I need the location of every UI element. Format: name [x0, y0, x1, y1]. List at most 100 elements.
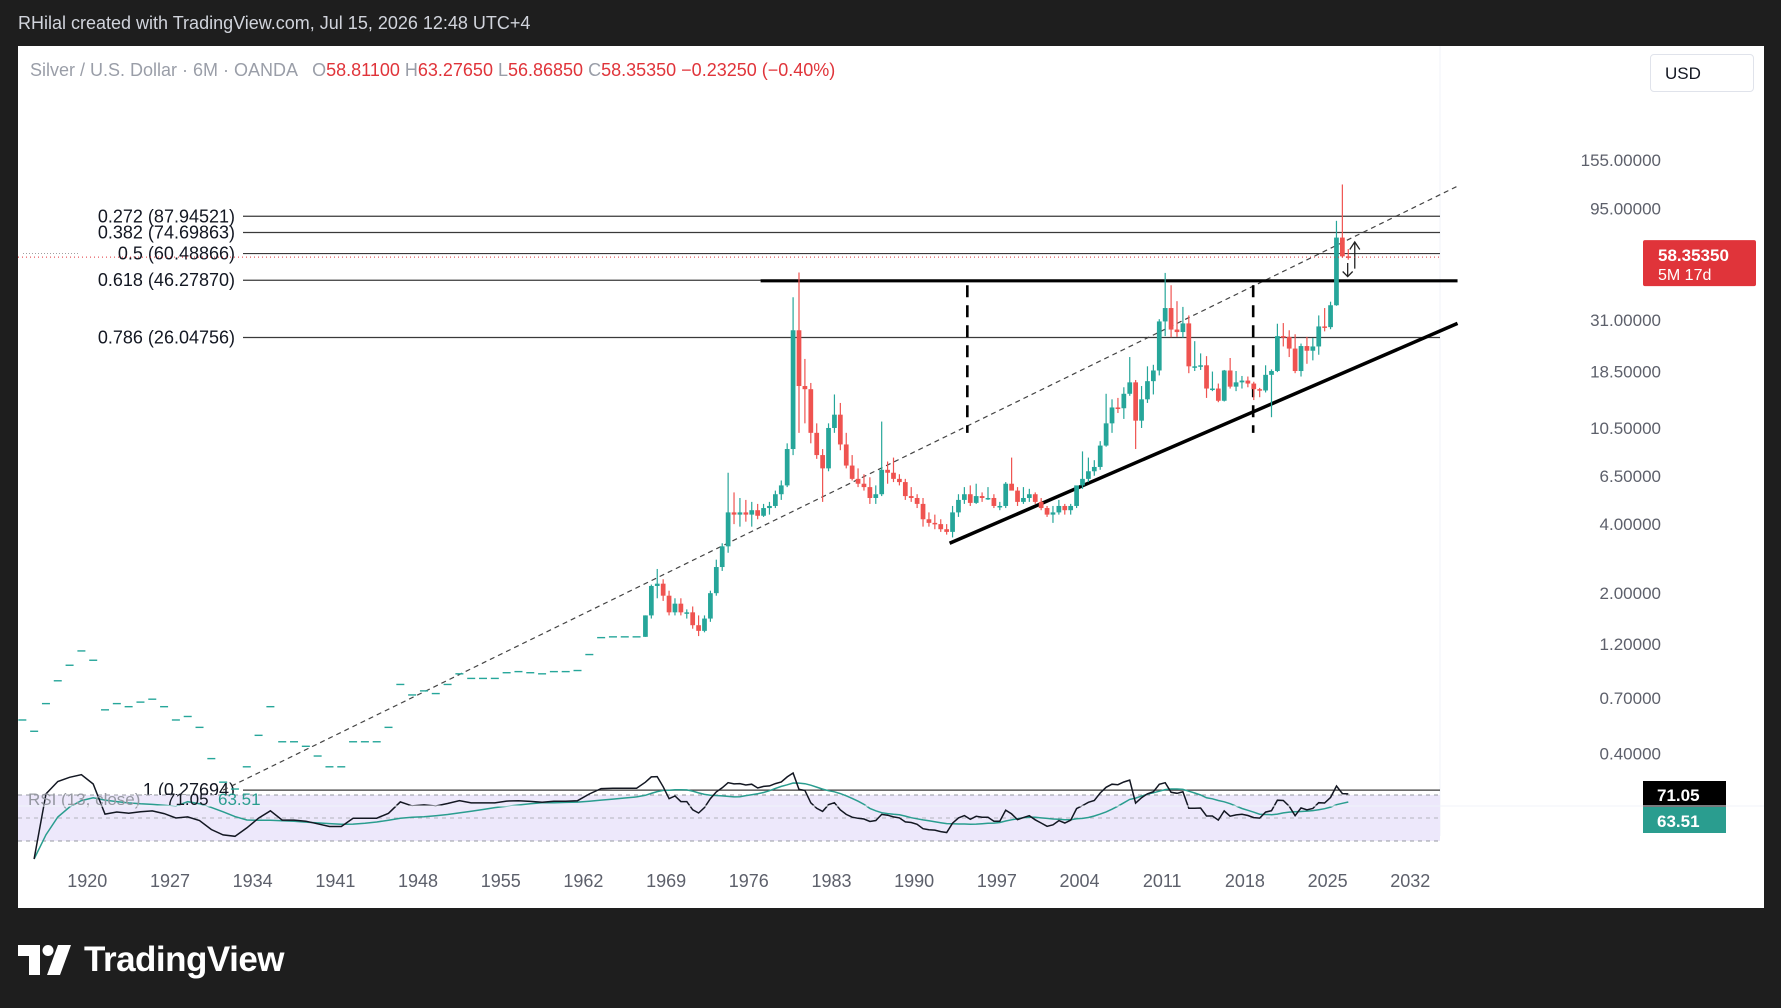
candle-body [1316, 326, 1322, 347]
candle-body [1133, 382, 1139, 421]
symbol-name[interactable]: Silver / U.S. Dollar · 6M · OANDA [30, 60, 298, 80]
candle-body [814, 432, 820, 456]
candle-body [1121, 393, 1127, 409]
candle-body [1192, 366, 1198, 368]
candle-body [1032, 494, 1038, 502]
rsi-legend-label: RSI (13, close) [28, 790, 140, 809]
candle-body [967, 494, 973, 503]
x-tick-label: 2018 [1225, 871, 1265, 891]
candle-body [1139, 399, 1144, 421]
candle-body [1263, 374, 1268, 391]
candle-body [1292, 348, 1298, 372]
candle-body [1044, 508, 1050, 515]
y-tick-label: 1.20000 [1600, 635, 1661, 654]
candle-body [666, 595, 672, 613]
rsi-legend-value: 71.05 [166, 790, 209, 809]
attribution-text: RHilal created with TradingView.com, Jul… [18, 13, 531, 33]
candle-body [1115, 407, 1121, 409]
candle-body [920, 503, 926, 520]
x-tick-label: 1990 [894, 871, 934, 891]
y-tick-label: 6.50000 [1600, 467, 1661, 486]
candle-body [861, 483, 867, 488]
x-tick-label: 1969 [646, 871, 686, 891]
low-value: 56.86850 [507, 60, 584, 80]
chart-canvas[interactable]: 155.00000 95.00000 31.00000 18.50000 10.5000… [18, 46, 1764, 908]
candle-body [1038, 501, 1044, 509]
candle-body [1174, 329, 1180, 333]
tradingview-logo-icon [18, 945, 71, 975]
candle-body [1162, 308, 1168, 322]
candle-body [849, 465, 855, 479]
currency-button[interactable]: USD [1650, 54, 1754, 92]
support-trendline [948, 321, 1459, 545]
candle-body [1062, 505, 1068, 511]
candle-body [778, 485, 784, 495]
low-label: L [497, 60, 508, 80]
candle-body [790, 330, 796, 450]
high-label: H [404, 60, 418, 80]
candle-body [713, 567, 719, 594]
y-tick-label: 0.70000 [1600, 689, 1661, 708]
candle-body [1328, 305, 1333, 328]
candle-body [1056, 505, 1062, 513]
rsi-ma-line [33, 782, 1349, 860]
tradingview-logo[interactable]: TradingView [18, 935, 285, 985]
candle-body [956, 499, 961, 513]
candle-body [1168, 308, 1174, 330]
y-tick-label: 155.00000 [1581, 151, 1661, 170]
x-tick-label: 2011 [1143, 871, 1182, 891]
candle-body [1269, 371, 1274, 375]
candle-body [885, 469, 890, 473]
x-tick-label: 1983 [811, 871, 851, 891]
price-badge-value: 58.35350 [1658, 246, 1729, 265]
candle-body [1280, 336, 1286, 338]
candle-body [837, 414, 843, 445]
candle-body [979, 496, 985, 498]
x-tick-label: 1920 [67, 871, 107, 891]
candle-body [843, 444, 849, 466]
candle-body [897, 478, 902, 483]
candle-body [1091, 466, 1097, 472]
candle-body [1198, 365, 1203, 367]
candle-body [731, 512, 737, 515]
y-tick-label: 2.00000 [1600, 584, 1661, 603]
candle-body [873, 494, 879, 498]
candle-body [1021, 497, 1026, 502]
candle-body [1251, 383, 1257, 390]
candle-body [696, 625, 701, 631]
rsi-badge [1643, 781, 1726, 807]
down-arrow-icon [1342, 263, 1354, 278]
fib-level-label: 0.786 (26.04756) [98, 327, 235, 347]
candle-body [973, 496, 979, 503]
x-tick-label: 1997 [977, 871, 1017, 891]
y-tick-label: 95.00000 [1590, 200, 1661, 219]
candle-body [1257, 389, 1263, 391]
candle-body [938, 524, 944, 530]
candle-body [767, 505, 772, 509]
candle-body [672, 603, 678, 613]
candle-body [1003, 483, 1009, 506]
chart-panel[interactable]: 155.00000 95.00000 31.00000 18.50000 10.5000… [18, 46, 1764, 908]
fib-level-label: 0.618 (46.27870) [98, 270, 235, 290]
candle-body [1304, 346, 1310, 351]
rsi-badge-value: 71.05 [1657, 786, 1700, 805]
candle-body [1068, 505, 1074, 511]
candle-body [761, 508, 766, 516]
candle-body [1215, 388, 1221, 401]
rsi-legend-ma-value: 63.51 [218, 790, 261, 809]
candle-body [749, 510, 755, 515]
attribution-bar: RHilal created with TradingView.com, Jul… [0, 0, 1781, 46]
candle-body [962, 494, 967, 500]
candle-body [690, 612, 696, 626]
candle-body [1340, 237, 1345, 257]
candle-body [678, 603, 684, 613]
candle-body [648, 585, 654, 616]
x-tick-label: 2032 [1390, 871, 1430, 891]
candle-body [1204, 365, 1209, 389]
close-value: 58.35350 [601, 60, 677, 80]
candle-body [1310, 346, 1316, 351]
y-tick-label: 31.00000 [1590, 311, 1661, 330]
candle-body [1156, 321, 1162, 371]
x-tick-label: 1948 [398, 871, 438, 891]
candle-body [773, 494, 778, 506]
